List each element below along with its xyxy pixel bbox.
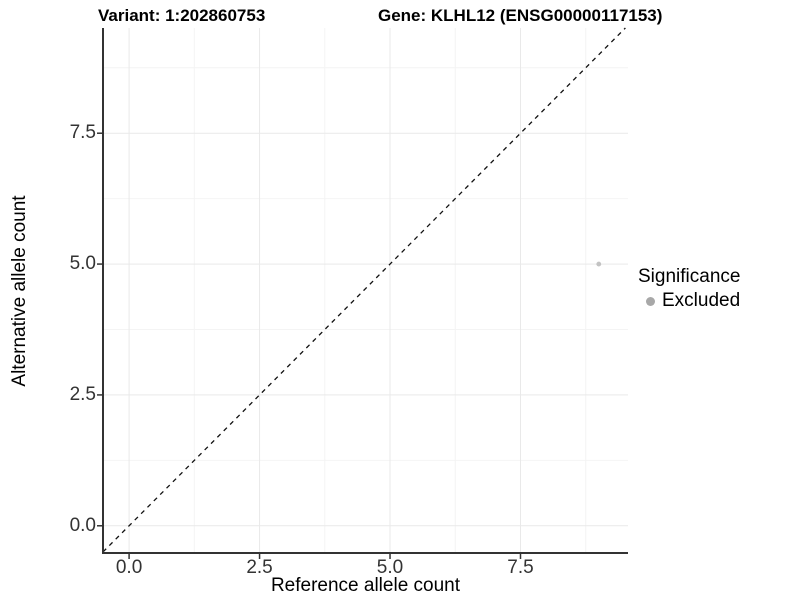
identity-dashed-line (102, 27, 626, 553)
legend-item-label: Excluded (662, 290, 741, 311)
plot-panel (97, 27, 628, 559)
x-tick-label: 5.0 (376, 557, 404, 578)
x-tick-label: 2.5 (246, 557, 273, 578)
excluded-point-icon (646, 296, 655, 306)
x-axis-title: Reference allele count (270, 575, 461, 596)
y-tick-label: 2.5 (69, 383, 96, 405)
y-tick-label: 0.0 (69, 514, 96, 536)
gene-title: Gene: KLHL12 (ENSG00000117153) (378, 6, 663, 25)
x-tick-label: 0.0 (115, 557, 143, 578)
y-tick-label: 5.0 (69, 253, 96, 275)
y-tick-label: 7.5 (69, 122, 96, 144)
legend-item-excluded: Excluded (638, 290, 740, 312)
y-axis-title: Alternative allele count (9, 195, 30, 387)
variant-title: Variant: 1:202860753 (98, 6, 266, 25)
x-tick-label: 7.5 (507, 557, 534, 578)
data-point-excluded (596, 261, 602, 267)
legend-title: Significance (638, 266, 741, 287)
legend: Significance Excluded (638, 266, 740, 312)
